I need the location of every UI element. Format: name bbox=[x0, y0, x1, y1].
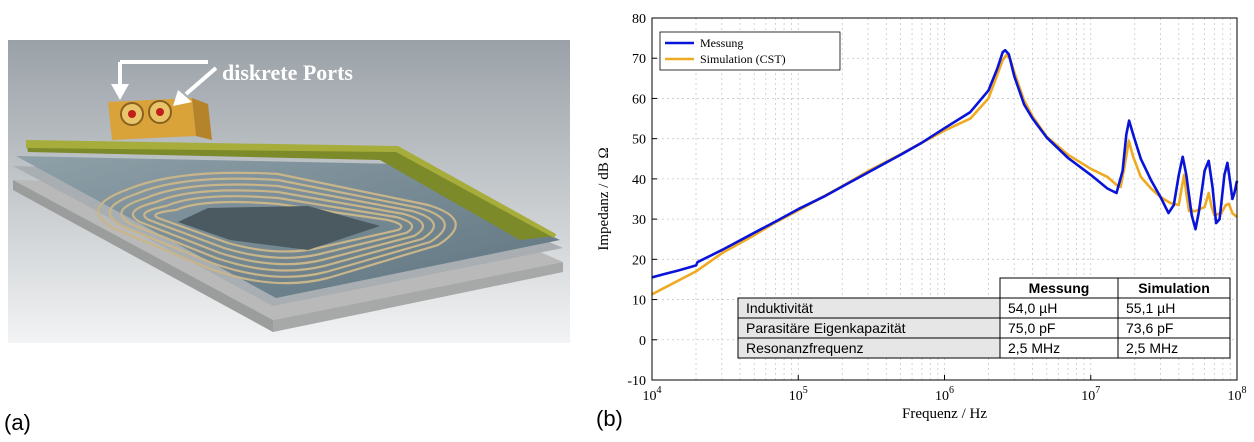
chart-legend: Messung Simulation (CST) bbox=[659, 31, 841, 71]
table-header-cell: Simulation bbox=[1138, 280, 1210, 296]
x-tick-label: 104 bbox=[643, 385, 662, 404]
chart-ticks: -10 0 10 20 30 40 50 60 70 80 104 105 106 107 108 bbox=[627, 12, 1246, 404]
legend-box bbox=[659, 31, 841, 71]
series-line-messung bbox=[651, 48, 1239, 279]
y-tick-label: 10 bbox=[632, 294, 646, 309]
y-tick-label: 20 bbox=[632, 253, 646, 268]
coil-core-window bbox=[178, 206, 380, 250]
x-tick-label: 108 bbox=[1228, 385, 1247, 404]
coil-render-graphic: diskrete Ports bbox=[8, 40, 570, 343]
legend-label: Simulation (CST) bbox=[700, 52, 786, 66]
y-tick-label: 50 bbox=[632, 133, 646, 148]
x-tick-label: 106 bbox=[935, 385, 954, 404]
table-cell: 75,0 pF bbox=[1008, 320, 1055, 336]
table-cell: 55,1 µH bbox=[1126, 300, 1175, 316]
y-tick-label: 60 bbox=[632, 92, 646, 107]
panel-a-label: (a) bbox=[4, 410, 31, 435]
chart-series bbox=[651, 48, 1239, 296]
table-cell: 2,5 MHz bbox=[1126, 340, 1178, 356]
y-tick-label: -10 bbox=[627, 374, 646, 389]
port-connector bbox=[108, 98, 212, 140]
table-cell: 2,5 MHz bbox=[1008, 340, 1060, 356]
y-tick-label: 30 bbox=[632, 213, 646, 228]
plot-frame bbox=[651, 17, 1238, 381]
legend-label: Messung bbox=[700, 36, 743, 50]
table-cell: 73,6 pF bbox=[1126, 320, 1173, 336]
table-cell: 54,0 µH bbox=[1008, 300, 1057, 316]
x-tick-label: 107 bbox=[1081, 385, 1100, 404]
table-cell: Resonanzfrequenz bbox=[746, 340, 864, 356]
panel-b-label: (b) bbox=[596, 406, 623, 431]
y-tick-label: 70 bbox=[632, 52, 646, 67]
parameter-table: Messung Simulation Induktivität 54,0 µH 55,1… bbox=[737, 277, 1231, 359]
ports-annotation: diskrete Ports bbox=[222, 60, 353, 85]
table-cell: Induktivität bbox=[746, 300, 813, 316]
table-cell-box bbox=[1117, 337, 1231, 359]
y-axis-title: Impedanz / dB Ω bbox=[596, 147, 612, 250]
y-tick-label: 0 bbox=[639, 334, 646, 349]
port-arrows bbox=[111, 60, 218, 106]
y-tick-label: 80 bbox=[632, 12, 646, 27]
table-header-cell: Messung bbox=[1029, 280, 1090, 296]
x-axis-title: Frequenz / Hz bbox=[902, 406, 987, 422]
coil-windings bbox=[97, 171, 457, 285]
y-tick-label: 40 bbox=[632, 173, 646, 188]
coil-render-image: diskrete Ports bbox=[8, 40, 570, 343]
impedance-chart: -10 0 10 20 30 40 50 60 70 80 104 105 106 107 108 Impe… bbox=[596, 12, 1247, 422]
table-cell: Parasitäre Eigenkapazität bbox=[746, 320, 906, 336]
impedance-chart-panel: -10 0 10 20 30 40 50 60 70 80 104 105 106 107 108 Impe… bbox=[590, 0, 1254, 437]
x-tick-label: 105 bbox=[789, 385, 808, 404]
